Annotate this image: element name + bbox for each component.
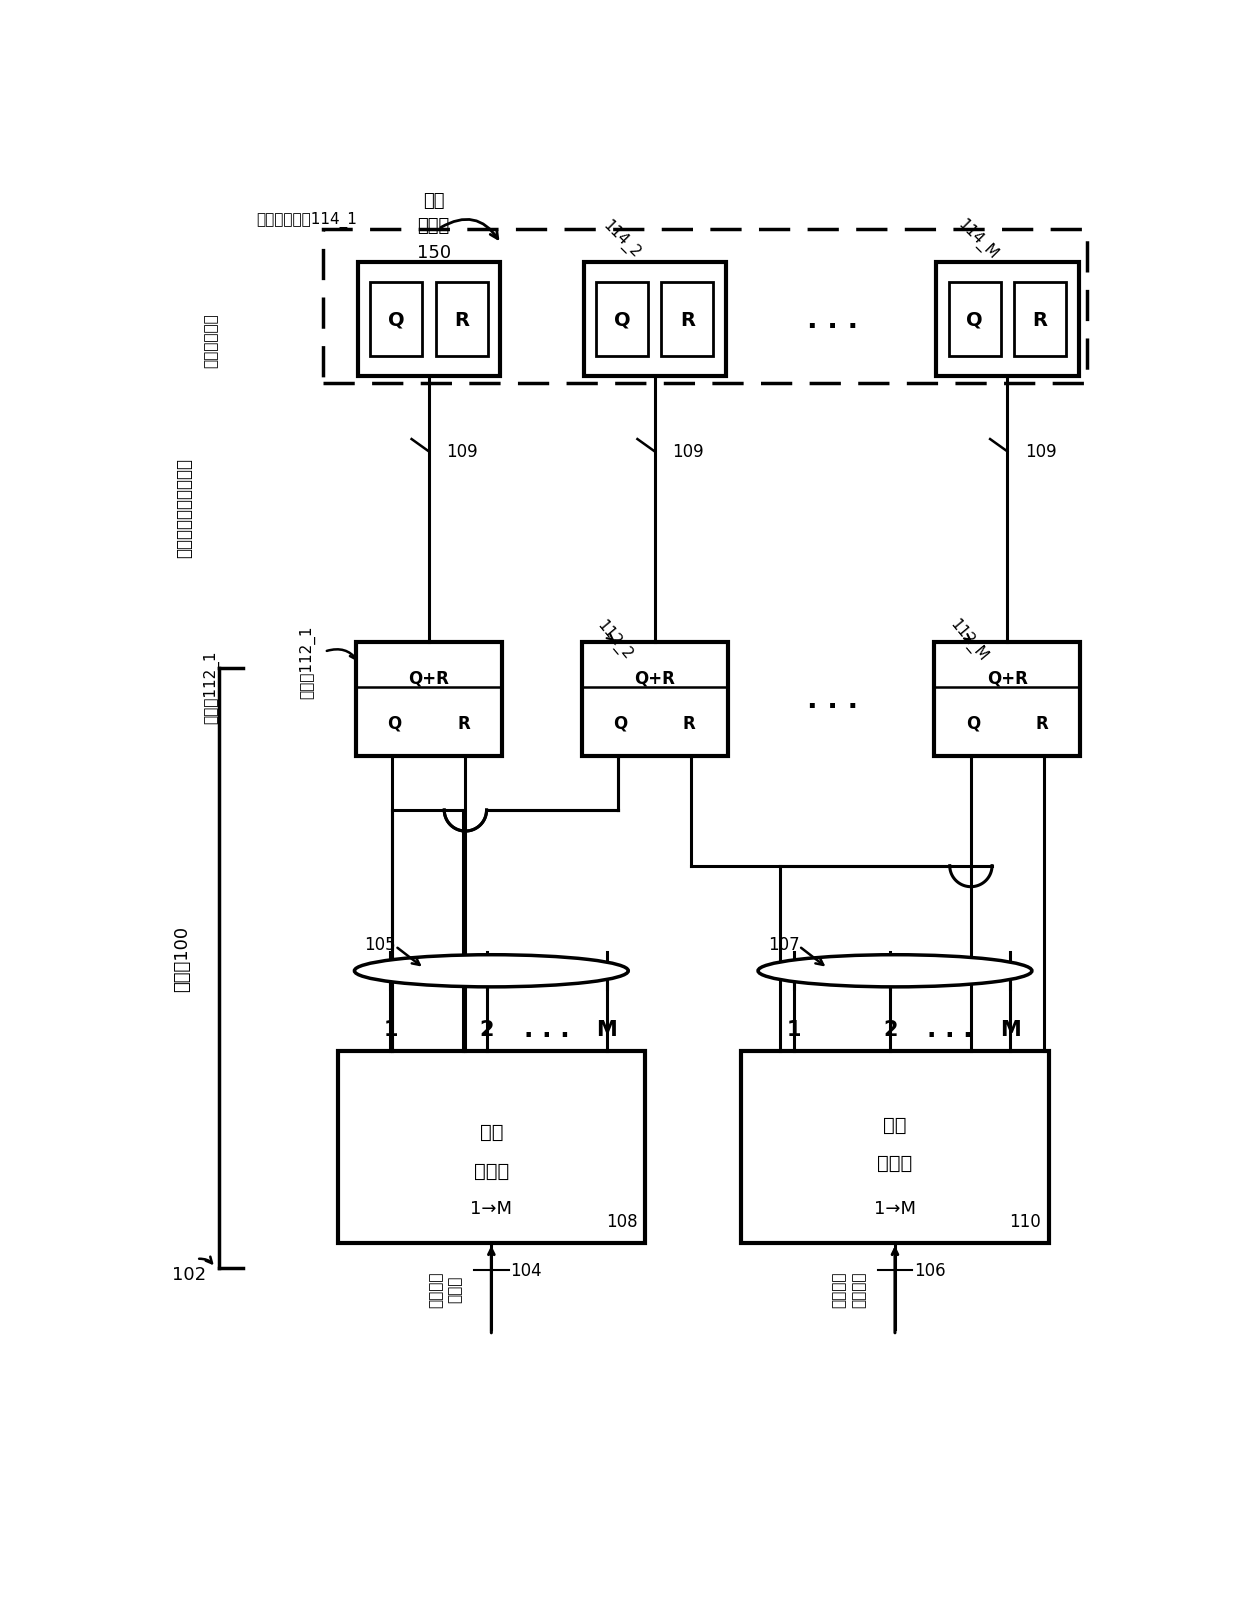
Text: 112_M: 112_M [946,616,991,664]
Ellipse shape [758,955,1032,987]
Text: R: R [458,714,470,732]
Text: 107: 107 [768,936,800,953]
Bar [324,230,1087,384]
Text: Q: Q [388,310,404,329]
Text: 计算机: 计算机 [418,217,450,234]
Text: 1→M: 1→M [874,1199,916,1218]
Text: 输入量子位和读出信号: 输入量子位和读出信号 [175,457,193,557]
Text: R: R [1033,310,1048,329]
Text: Q+R: Q+R [408,669,449,687]
Text: 路由器100: 路由器100 [172,926,191,992]
Text: 分配器: 分配器 [474,1160,508,1180]
FancyArrowPatch shape [606,634,613,640]
Text: Q+R: Q+R [635,669,675,687]
Bar [371,282,422,356]
Text: 108: 108 [606,1213,637,1231]
Text: Q: Q [387,714,402,732]
FancyArrowPatch shape [327,650,357,660]
FancyArrowPatch shape [441,220,497,239]
Text: R: R [1035,714,1048,732]
Bar [337,1051,645,1242]
Text: 输入读出: 输入读出 [832,1271,847,1306]
Text: 112_2: 112_2 [593,616,635,663]
Text: 信号接收: 信号接收 [851,1271,866,1306]
Text: 109: 109 [446,443,477,461]
Text: 2: 2 [480,1019,494,1040]
Text: 106: 106 [914,1262,946,1279]
Bar [596,282,649,356]
Text: . . .: . . . [807,307,858,334]
Text: Q: Q [614,310,630,329]
Bar [582,642,728,756]
Bar [584,263,725,377]
Bar [1014,282,1066,356]
Text: M: M [999,1019,1021,1040]
Bar [949,282,1001,356]
FancyArrowPatch shape [801,949,823,965]
Text: 114_2: 114_2 [599,218,644,262]
Text: 1: 1 [787,1019,801,1040]
Text: 114_M: 114_M [955,217,1001,263]
Text: 输入量子: 输入量子 [428,1271,443,1306]
Text: 位信号: 位信号 [448,1274,463,1303]
Text: . . .: . . . [523,1018,569,1042]
Bar [935,642,1080,756]
Text: 104: 104 [511,1262,542,1279]
Bar [435,282,487,356]
Bar [356,642,502,756]
Bar [661,282,713,356]
Text: Q: Q [966,714,980,732]
Bar [936,263,1079,377]
Text: 双工器112_1: 双工器112_1 [299,626,315,698]
Text: Q+R: Q+R [987,669,1028,687]
Text: 分配路: 分配路 [878,1152,913,1172]
FancyArrowPatch shape [963,634,970,640]
Text: Q: Q [966,310,983,329]
Text: 150: 150 [417,244,451,262]
Text: 109: 109 [1024,443,1056,461]
Text: 1→M: 1→M [470,1199,512,1218]
Text: 102: 102 [171,1265,206,1282]
Text: 双工器112_1: 双工器112_1 [202,650,218,724]
FancyArrowPatch shape [200,1257,212,1263]
Text: R: R [454,310,469,329]
Ellipse shape [355,955,629,987]
Text: R: R [680,310,694,329]
Text: 信号: 信号 [480,1122,503,1141]
Bar [742,1051,1049,1242]
Text: . . .: . . . [807,685,858,713]
Text: R: R [683,714,696,732]
Text: 105: 105 [365,936,396,953]
Text: 量子位谐振器: 量子位谐振器 [203,313,218,368]
FancyArrowPatch shape [398,949,419,965]
Text: M: M [596,1019,618,1040]
Text: 量子: 量子 [423,193,444,210]
Text: Q: Q [613,714,627,732]
Text: 1: 1 [383,1019,398,1040]
Text: 量子位谐振器114_1: 量子位谐振器114_1 [255,212,357,228]
Text: 2: 2 [883,1019,898,1040]
Text: 110: 110 [1009,1213,1042,1231]
Bar [358,263,500,377]
Text: 信号: 信号 [883,1115,906,1133]
Text: 109: 109 [672,443,703,461]
Text: . . .: . . . [928,1018,973,1042]
